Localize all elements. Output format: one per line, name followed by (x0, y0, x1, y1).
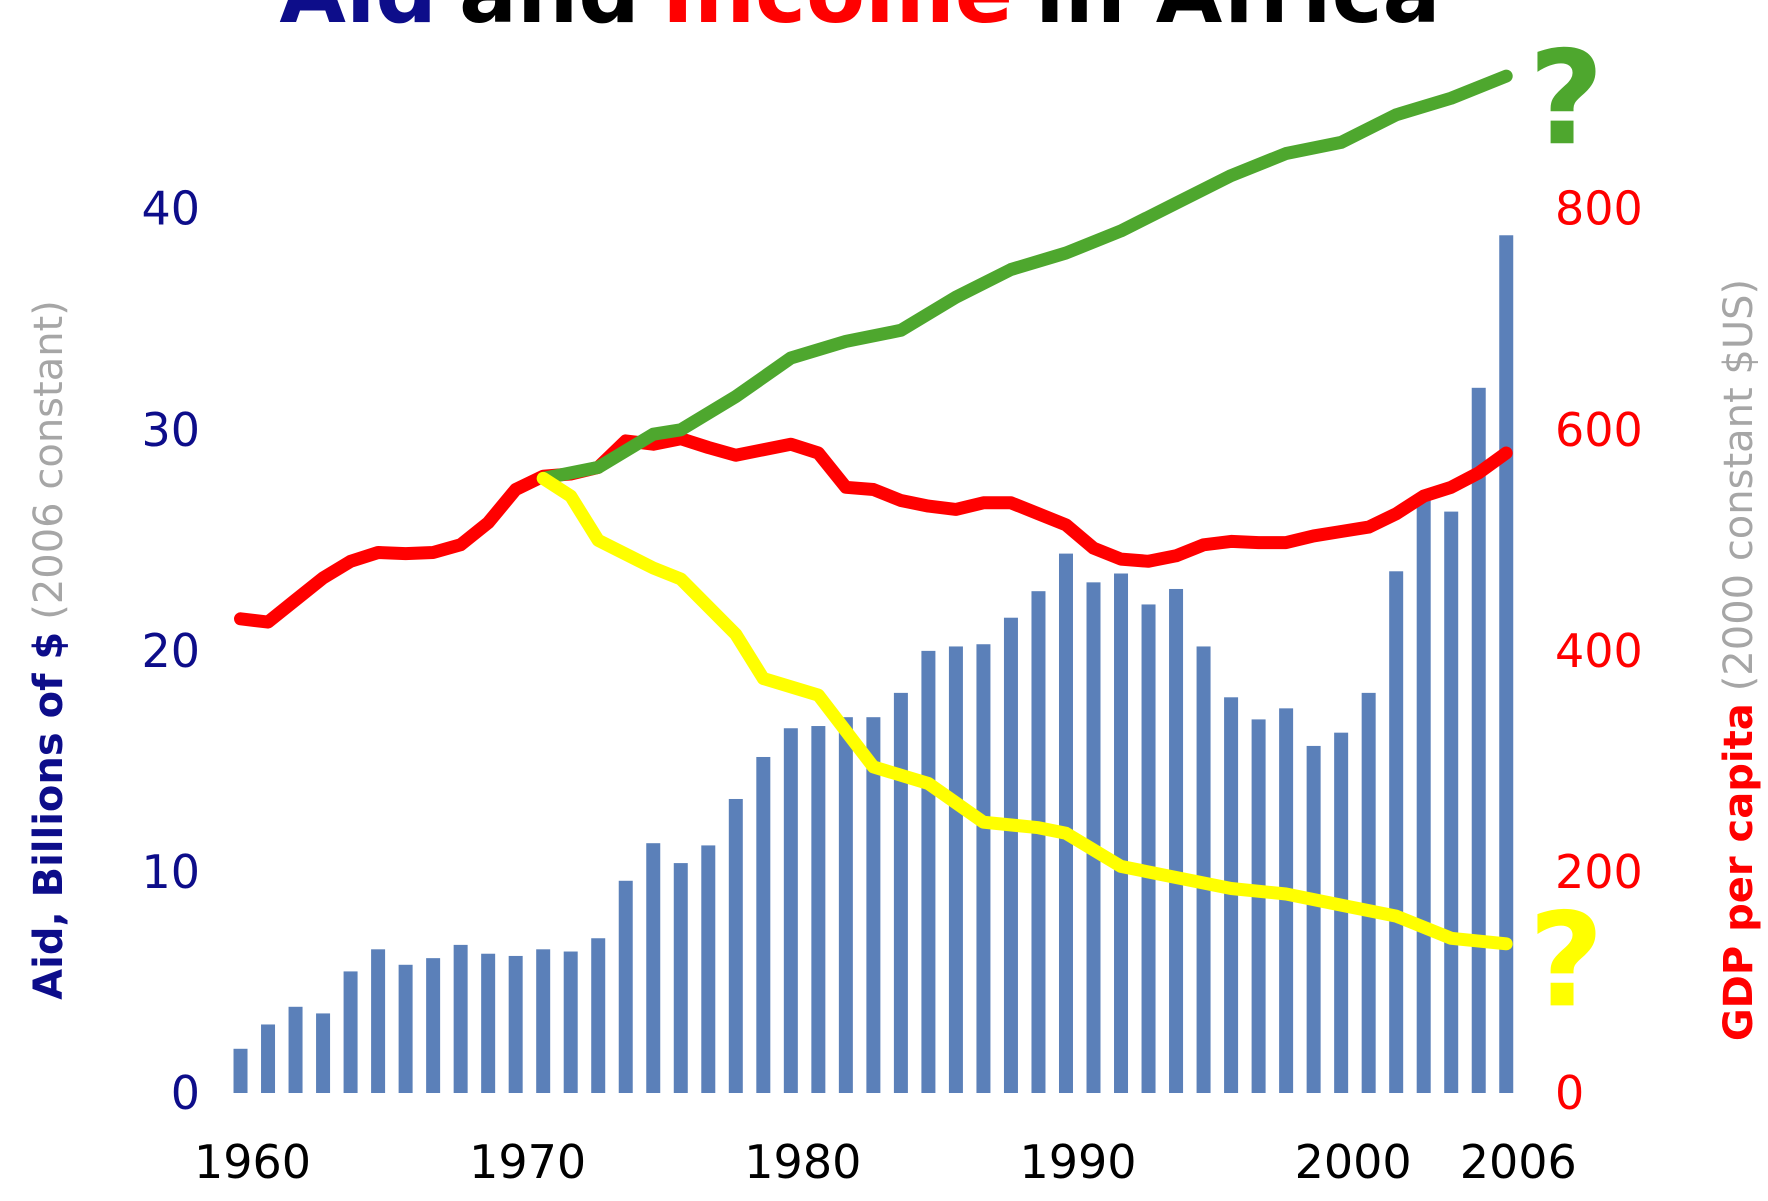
bar (1361, 692, 1376, 1093)
y-tick-label: 20 (141, 624, 200, 678)
bar (811, 726, 826, 1093)
bar (591, 938, 606, 1093)
bar (1471, 387, 1486, 1093)
bar (646, 843, 661, 1093)
bar (1389, 571, 1404, 1093)
annotation: ? (1529, 22, 1604, 174)
bar (1279, 708, 1294, 1093)
lines (234, 69, 1513, 951)
bar (316, 1013, 331, 1093)
bar (536, 949, 551, 1093)
y-axis-title: Aid, Billions of $ (26, 632, 72, 1000)
bar (1031, 591, 1046, 1093)
bar (618, 880, 633, 1093)
bar (1141, 604, 1156, 1093)
x-tick-label: 1970 (469, 1135, 586, 1189)
bar (288, 1006, 303, 1093)
y2-tick-label: 200 (1555, 845, 1643, 899)
bar (866, 717, 881, 1093)
bar (783, 728, 798, 1093)
y2-axis-note: (2000 constant $US) (1716, 279, 1762, 691)
bar (948, 646, 963, 1093)
bar (1499, 235, 1514, 1093)
bar (343, 971, 358, 1093)
bar (921, 650, 936, 1093)
bar (1334, 732, 1349, 1093)
bar (453, 944, 468, 1093)
bar (1416, 496, 1431, 1093)
bar (728, 798, 743, 1093)
title-part: in Africa (1035, 0, 1441, 43)
bar (426, 958, 441, 1093)
y2-tick-label: 400 (1555, 624, 1643, 678)
bar (756, 756, 771, 1093)
y-axis-note: (2006 constant) (26, 300, 72, 620)
bar (1086, 582, 1101, 1093)
y2-tick-label: 0 (1555, 1066, 1584, 1120)
line (234, 432, 1513, 629)
bar (1003, 617, 1018, 1093)
x-tick-label: 2006 (1460, 1135, 1577, 1189)
annotation: ? (1529, 884, 1604, 1036)
bar (701, 845, 716, 1093)
chart-title: Aidand Income in Africa (279, 0, 1440, 43)
y-tick-label: 40 (141, 182, 200, 236)
x-tick-label: 1990 (1019, 1135, 1136, 1189)
x-tick-label: 1960 (194, 1135, 311, 1189)
y2-tick-label: 600 (1555, 403, 1643, 457)
bar (261, 1024, 276, 1093)
y2-axis-title: GDP per capita (1716, 703, 1762, 1041)
x-tick-label: 1980 (744, 1135, 861, 1189)
x-tick-label: 2000 (1295, 1135, 1412, 1189)
bar (371, 949, 386, 1093)
bar (673, 863, 688, 1093)
title-part: Aid (279, 0, 437, 43)
bar (1444, 511, 1459, 1093)
bar (1058, 553, 1073, 1093)
bar (893, 692, 908, 1093)
title-part: Income (662, 0, 1013, 43)
bar (233, 1048, 248, 1093)
y-axis-label: Aid, Billions of $ (2006 constant) (26, 300, 72, 1000)
bar (398, 964, 413, 1093)
bar (1196, 646, 1211, 1093)
y-tick-label: 30 (141, 403, 200, 457)
y-tick-label: 10 (141, 845, 200, 899)
y-tick-label: 0 (171, 1066, 200, 1120)
line (536, 471, 1513, 951)
bars (233, 235, 1514, 1093)
bar (838, 717, 853, 1093)
bar (1306, 745, 1321, 1093)
bar (563, 951, 578, 1093)
bar (481, 953, 496, 1093)
bar (1169, 588, 1184, 1093)
bar (976, 644, 991, 1093)
bar (1224, 697, 1239, 1093)
bar (1114, 573, 1129, 1093)
line (536, 69, 1513, 485)
bar (1251, 719, 1266, 1093)
y2-axis-label: GDP per capita (2000 constant $US) (1716, 279, 1762, 1041)
bar (508, 955, 523, 1093)
y2-tick-label: 800 (1555, 182, 1643, 236)
title-part: and (459, 0, 640, 43)
